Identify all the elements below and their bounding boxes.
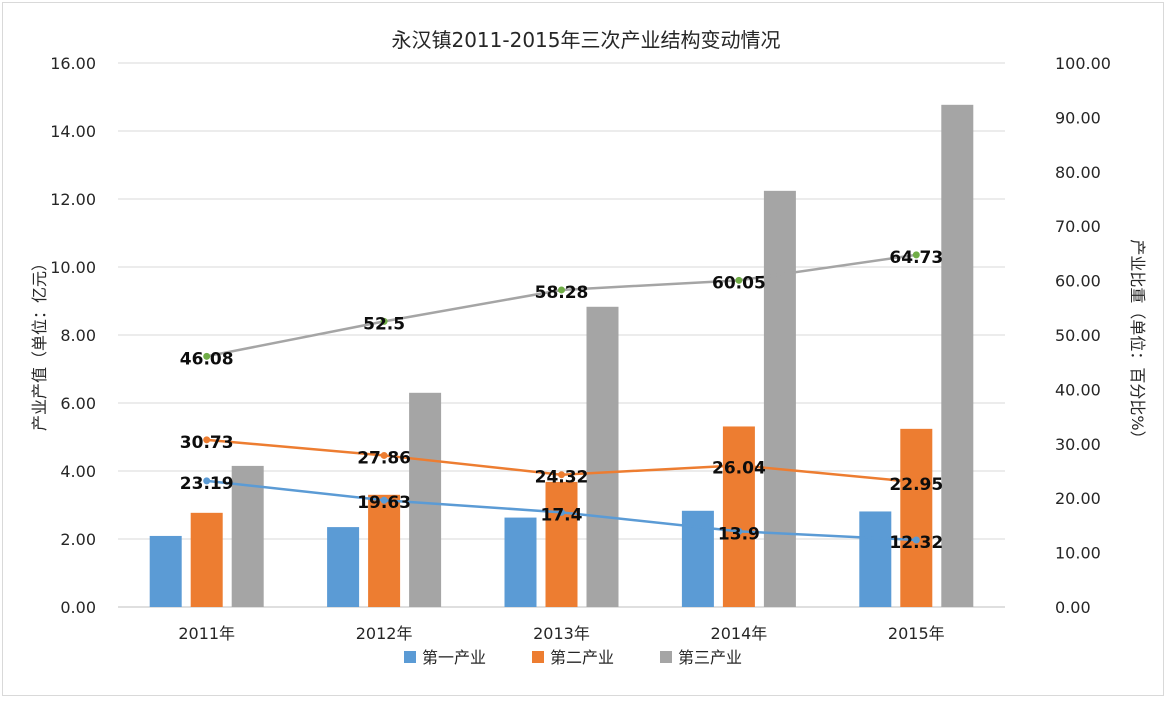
chart-title: 永汉镇2011-2015年三次产业结构变动情况: [391, 28, 780, 52]
data-label: 26.04: [712, 458, 766, 478]
left-tick-label: 12.00: [50, 190, 96, 209]
left-tick-label: 8.00: [60, 326, 96, 345]
bar-第一产业: [327, 527, 360, 607]
bar-第三产业: [941, 104, 974, 607]
right-tick-label: 10.00: [1055, 544, 1101, 563]
data-label: 12.32: [889, 533, 943, 553]
lines-layer: [203, 251, 920, 544]
legend-label: 第一产业: [422, 648, 486, 667]
line-point: [380, 317, 388, 325]
legend: 第一产业 第二产业 第三产业: [404, 648, 742, 667]
right-axis-title: 产业比重（单位：百分比%）: [1128, 239, 1147, 446]
left-tick-label: 10.00: [50, 258, 96, 277]
legend-swatch: [404, 651, 416, 663]
data-label: 19.63: [357, 493, 411, 513]
data-label: 23.19: [180, 474, 234, 494]
category-label: 2015年: [888, 624, 945, 643]
legend-swatch: [532, 651, 544, 663]
bar-第一产业: [504, 517, 537, 607]
right-tick-label: 100.00: [1055, 54, 1111, 73]
bar-第二产业: [190, 512, 223, 607]
bar-第二产业: [368, 494, 401, 607]
right-tick-label: 70.00: [1055, 217, 1101, 236]
left-tick-label: 14.00: [50, 122, 96, 141]
right-tick-label: 40.00: [1055, 380, 1101, 399]
bar-第一产业: [859, 511, 892, 607]
data-label: 24.32: [535, 468, 589, 488]
line-point: [203, 352, 211, 360]
category-label: 2014年: [711, 624, 768, 643]
left-tick-label: 2.00: [60, 530, 96, 549]
line-point: [558, 286, 565, 294]
data-label: 46.08: [180, 349, 234, 369]
line-point: [912, 536, 920, 544]
legend-label: 第二产业: [550, 648, 614, 667]
line-point: [203, 436, 211, 444]
category-label: 2011年: [178, 624, 235, 643]
line-point: [558, 471, 565, 479]
right-tick-label: 60.00: [1055, 272, 1101, 291]
data-label: 30.73: [180, 433, 234, 453]
line-point: [912, 478, 920, 486]
data-label: 60.05: [712, 273, 766, 293]
right-tick-label: 20.00: [1055, 489, 1101, 508]
left-tick-label: 16.00: [50, 54, 96, 73]
bar-第一产业: [149, 535, 182, 607]
bars-layer: [149, 104, 974, 607]
line-point: [203, 477, 211, 485]
legend-label: 第三产业: [678, 648, 742, 667]
left-axis-title: 产业产值（单位：亿元）: [30, 255, 49, 431]
line-point: [380, 451, 388, 459]
grid-layer: [118, 62, 1005, 608]
legend-swatch: [660, 651, 672, 663]
data-label: 58.28: [535, 283, 589, 303]
right-tick-label: 0.00: [1055, 598, 1091, 617]
data-label: 17.4: [541, 505, 583, 525]
axes-layer: 0.00 2.00 4.00 6.00 8.00 10.00 12.00 14.00 16.00…: [50, 54, 1111, 643]
line-point: [735, 276, 743, 284]
category-label: 2012年: [356, 624, 413, 643]
data-label: 27.86: [357, 448, 411, 468]
line-point: [735, 527, 743, 535]
category-label: 2013年: [533, 624, 590, 643]
data-label: 13.9: [718, 524, 760, 544]
bar-第二产业: [722, 426, 755, 607]
line-series-2: [206, 253, 917, 358]
bar-第三产业: [763, 190, 796, 607]
bar-第三产业: [409, 392, 442, 607]
right-tick-label: 50.00: [1055, 326, 1101, 345]
left-tick-label: 0.00: [60, 598, 96, 617]
right-tick-label: 80.00: [1055, 163, 1101, 182]
bar-第二产业: [900, 428, 933, 607]
data-label: 52.5: [363, 314, 405, 334]
data-label: 22.95: [889, 475, 943, 495]
left-tick-label: 6.00: [60, 394, 96, 413]
bar-第三产业: [586, 306, 619, 607]
data-label: 64.73: [889, 248, 943, 268]
right-tick-label: 30.00: [1055, 435, 1101, 454]
line-point: [912, 251, 920, 259]
bar-第三产业: [231, 465, 264, 607]
right-tick-label: 90.00: [1055, 108, 1101, 127]
data-labels-layer: 23.19 19.63 17.4 13.9 12.32 30.73 27.86 24.32 26…: [180, 248, 943, 553]
left-tick-label: 4.00: [60, 462, 96, 481]
chart-svg: 23.19 19.63 17.4 13.9 12.32 30.73 27.86 24.32 26…: [30, 28, 1147, 667]
line-point: [380, 496, 388, 504]
bar-第二产业: [545, 481, 578, 607]
line-point: [735, 461, 743, 469]
line-point: [558, 508, 565, 516]
